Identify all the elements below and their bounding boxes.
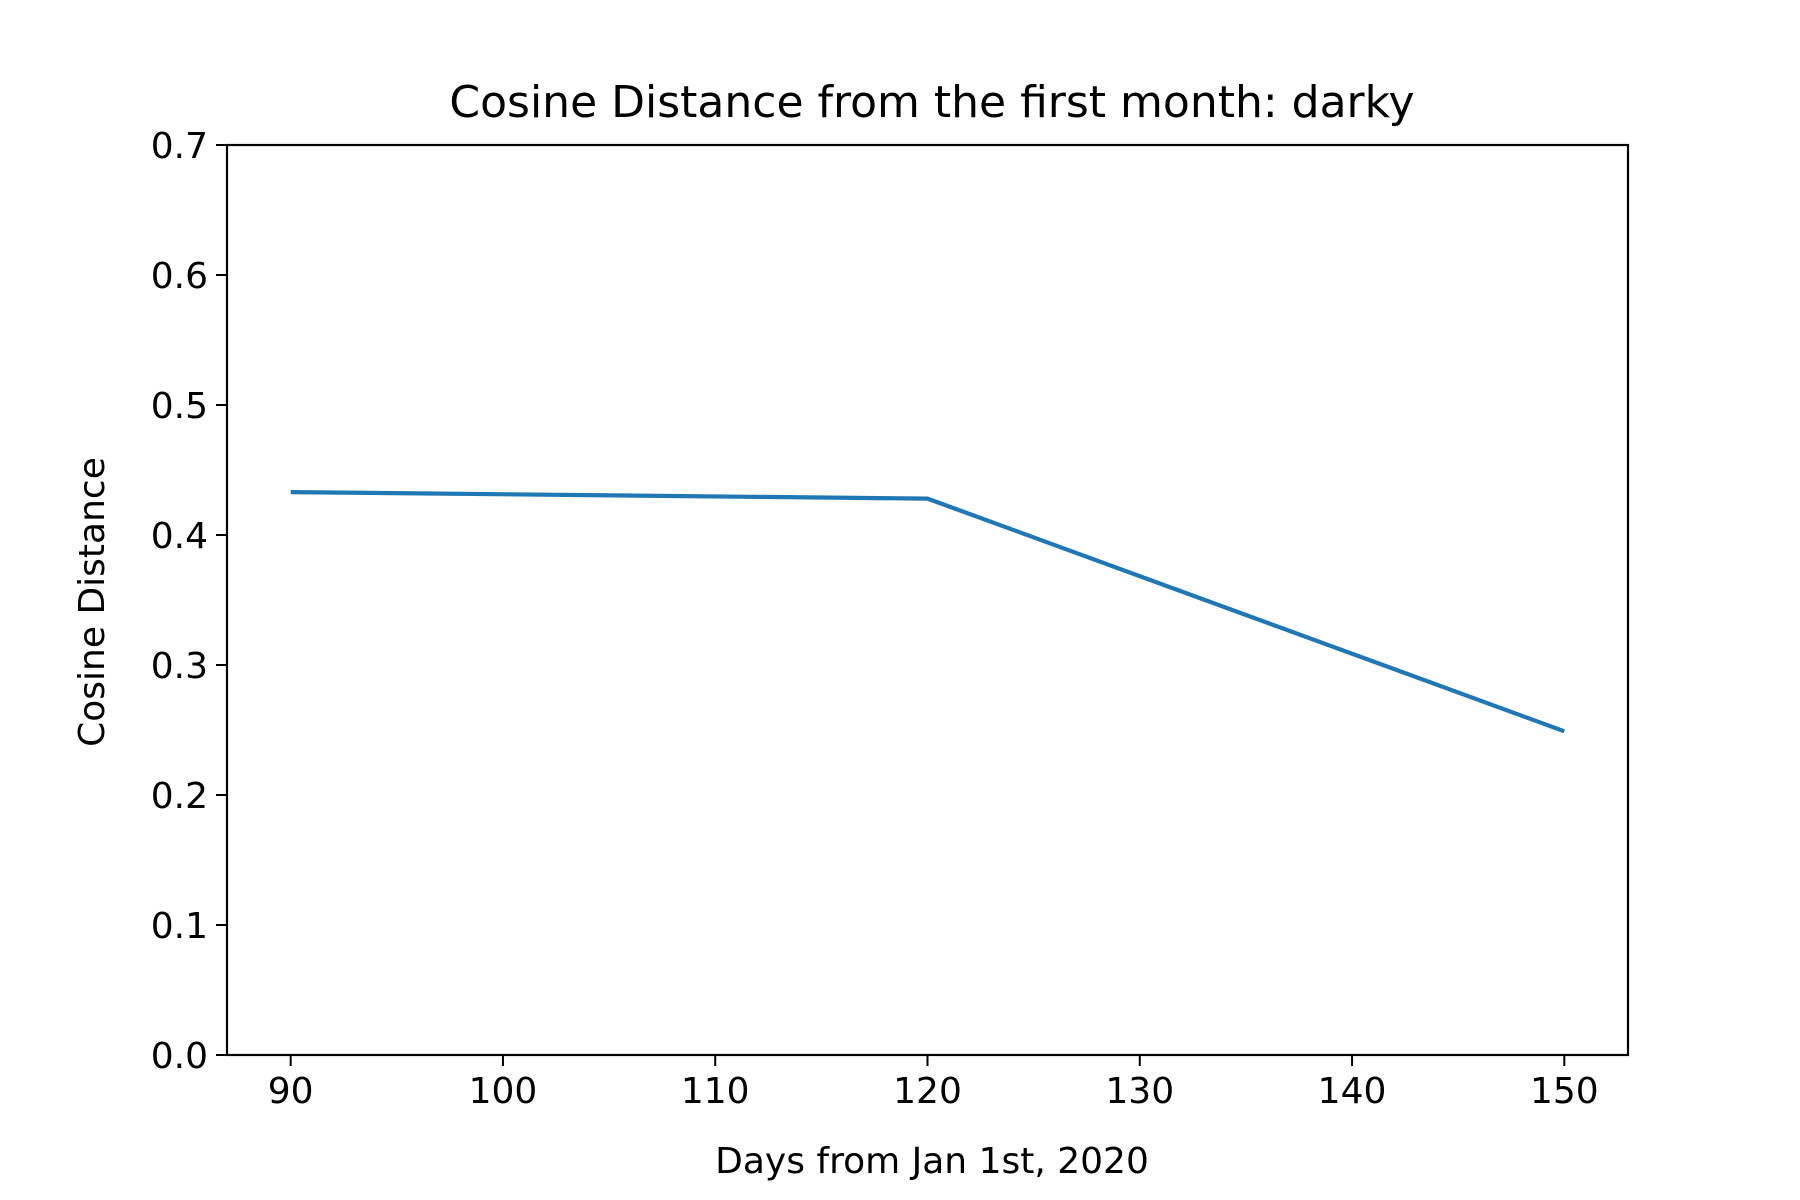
x-tick-label: 120 [893,1071,962,1112]
x-tick-label: 100 [469,1071,538,1112]
chart-title: Cosine Distance from the first month: da… [449,77,1414,128]
y-tick-label: 0.4 [151,516,208,557]
y-tick-label: 0.1 [151,906,208,947]
y-tick-label: 0.7 [151,126,208,167]
x-tick-label: 90 [268,1071,314,1112]
x-tick-label: 150 [1530,1071,1599,1112]
y-tick-label: 0.6 [151,256,208,297]
x-tick-label: 110 [681,1071,750,1112]
y-tick-label: 0.0 [151,1036,208,1077]
plot-area: 90 100 110 120 130 140 150 0.0 0.1 0.2 0.3 0.4 0.5 0.… [151,126,1630,1112]
y-axis-label: Cosine Distance [72,457,113,747]
series-line [290,490,1566,734]
x-tick-label: 130 [1105,1071,1174,1112]
x-axis-label: Days from Jan 1st, 2020 [715,1141,1149,1182]
y-tick-label: 0.2 [151,776,208,817]
y-tick-label: 0.3 [151,646,208,687]
y-tick-label: 0.5 [151,386,208,427]
x-tick-label: 140 [1318,1071,1387,1112]
